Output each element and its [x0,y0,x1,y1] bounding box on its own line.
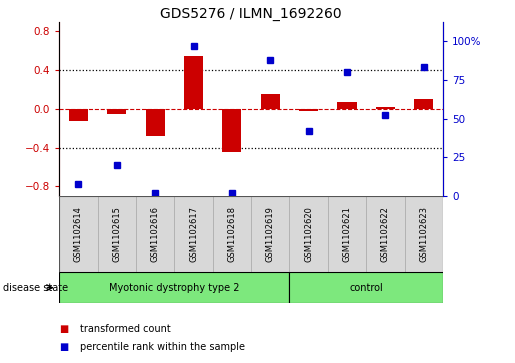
Bar [337,102,356,109]
Bar [366,196,405,272]
Bar [69,109,88,121]
Text: transformed count: transformed count [80,323,170,334]
Text: control: control [349,283,383,293]
Bar [213,196,251,272]
Bar [107,109,126,114]
Bar [299,109,318,111]
Text: GSM1102614: GSM1102614 [74,206,83,262]
Text: GSM1102623: GSM1102623 [419,206,428,262]
Bar [59,272,289,303]
Bar [376,107,395,109]
Bar [184,56,203,109]
Text: GSM1102617: GSM1102617 [189,206,198,262]
Bar [404,196,443,272]
Bar [59,196,98,272]
Bar [289,272,443,303]
Title: GDS5276 / ILMN_1692260: GDS5276 / ILMN_1692260 [160,7,342,21]
Text: GSM1102619: GSM1102619 [266,206,274,262]
Text: GSM1102615: GSM1102615 [112,206,121,262]
Text: GSM1102616: GSM1102616 [151,206,160,262]
Text: GSM1102620: GSM1102620 [304,206,313,262]
Text: ■: ■ [59,323,68,334]
Bar [251,196,289,272]
Bar [261,94,280,109]
Bar [328,196,366,272]
Text: disease state: disease state [3,283,67,293]
Text: ■: ■ [59,342,68,352]
Text: GSM1102622: GSM1102622 [381,206,390,262]
Bar [98,196,136,272]
Bar [146,109,165,136]
Bar [414,99,433,109]
Text: GSM1102618: GSM1102618 [228,206,236,262]
Bar [174,196,213,272]
Text: GSM1102621: GSM1102621 [342,206,351,262]
Text: percentile rank within the sample: percentile rank within the sample [80,342,245,352]
Bar [222,109,242,152]
Bar [289,196,328,272]
Text: Myotonic dystrophy type 2: Myotonic dystrophy type 2 [109,283,239,293]
Bar [136,196,174,272]
